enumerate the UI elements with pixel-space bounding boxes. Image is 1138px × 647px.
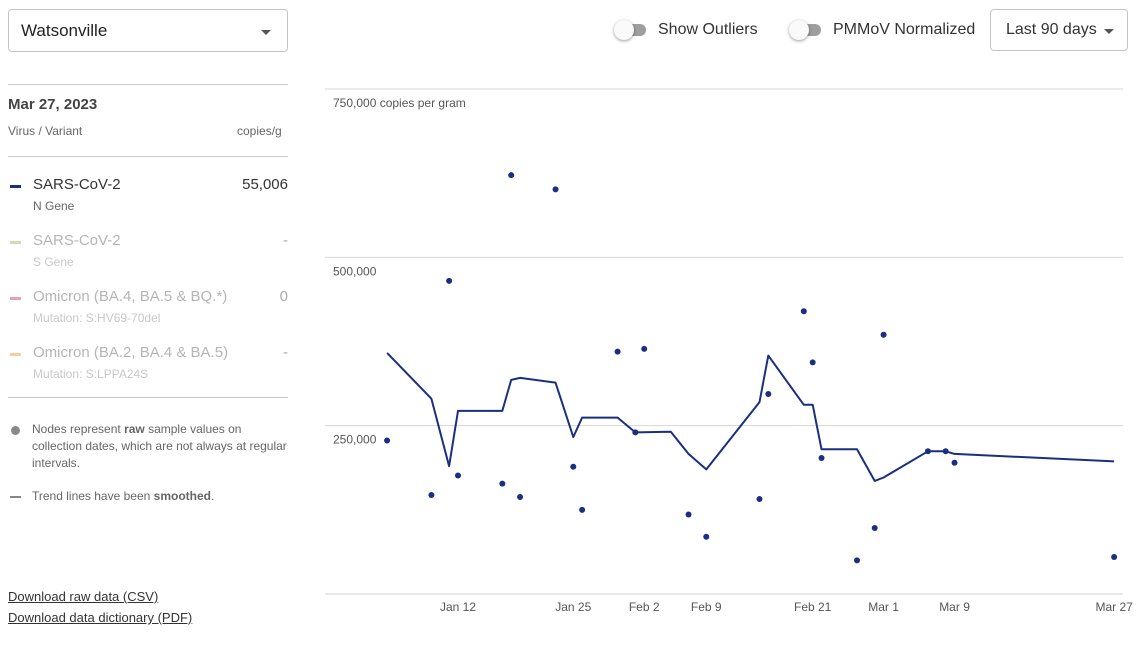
trend-note-text-end: . [210, 489, 215, 503]
selected-date: Mar 27, 2023 [8, 96, 98, 113]
x-tick-label: Feb 2 [629, 600, 660, 614]
data-point [517, 494, 524, 501]
data-point [756, 496, 763, 503]
x-tick-label: Mar 27 [1095, 600, 1133, 614]
variant-name: SARS-CoV-2 [33, 176, 121, 193]
variant-value: 55,006 [242, 176, 288, 193]
variant-gene: S Gene [33, 255, 74, 269]
data-point [446, 277, 453, 284]
x-tick-label: Mar 9 [939, 600, 970, 614]
site-select-value: Watsonville [21, 20, 108, 40]
chevron-down-icon [1104, 29, 1114, 34]
x-axis-labels: Jan 12 Jan 25 Feb 2 Feb 9 Feb 21 Mar 1 Mar 9 Ma… [440, 600, 1133, 614]
data-point [818, 454, 825, 461]
trend-note-text: Trend lines have been [32, 489, 154, 503]
variant-value: 0 [279, 288, 288, 305]
column-header-units: copies/g [237, 124, 282, 138]
y-tick-label: 500,000 [333, 264, 377, 278]
gridlines [325, 88, 1123, 595]
x-tick-label: Jan 25 [555, 600, 591, 614]
variant-value: - [283, 232, 288, 249]
trend-line-icon [10, 496, 21, 498]
nodes-note-text-end: sample values on collection dates, which… [32, 422, 287, 470]
divider [8, 397, 288, 398]
variant-mutation: Mutation: S:LPPA24S [33, 367, 149, 381]
series-swatch [10, 297, 21, 300]
variant-gene: N Gene [33, 199, 75, 213]
show-outliers-label: Show Outliers [658, 21, 758, 38]
toggle-track [614, 20, 646, 40]
pmmov-normalized-toggle[interactable]: PMMoV Normalized [789, 18, 976, 42]
data-point [641, 345, 648, 352]
data-point [508, 172, 515, 179]
data-point [924, 448, 931, 455]
variant-value: - [283, 344, 288, 361]
y-tick-label: 750,000 copies per gram [333, 96, 466, 110]
data-point [579, 506, 586, 513]
date-range-select[interactable]: Last 90 days [990, 9, 1128, 51]
divider [8, 84, 288, 85]
variant-name: Omicron (BA.4, BA.5 & BQ.*) [33, 288, 228, 305]
data-point [428, 492, 435, 499]
toggle-knob [789, 20, 809, 40]
series-swatch [10, 353, 21, 356]
data-point [942, 448, 949, 455]
download-dictionary-link[interactable]: Download data dictionary (PDF) [8, 610, 193, 625]
x-tick-label: Jan 12 [440, 600, 476, 614]
pmmov-normalized-label: PMMoV Normalized [833, 21, 976, 38]
variant-name: SARS-CoV-2 [33, 232, 121, 249]
column-header-virus: Virus / Variant [8, 124, 83, 138]
data-point [765, 391, 772, 398]
series-swatch [10, 241, 21, 244]
x-tick-label: Feb 9 [691, 600, 722, 614]
chevron-down-icon [261, 30, 271, 35]
data-point [614, 348, 621, 355]
variant-row-omicron-ba2-ba4-ba5[interactable]: Omicron (BA.2, BA.4 & BA.5) Mutation: S:… [8, 344, 288, 384]
y-axis-labels: 250,000 500,000 750,000 copies per gram [333, 96, 466, 447]
variant-row-omicron-ba4-ba5-bq[interactable]: Omicron (BA.4, BA.5 & BQ.*) Mutation: S:… [8, 288, 288, 328]
data-point [685, 511, 692, 518]
date-range-value: Last 90 days [1006, 21, 1097, 38]
trend-lines [386, 352, 1115, 482]
data-point [1111, 553, 1118, 560]
site-select[interactable]: Watsonville [8, 9, 288, 52]
nodes-note-emphasis: raw [124, 422, 145, 436]
data-point [632, 429, 639, 436]
variant-mutation: Mutation: S:HV69-70del [33, 311, 161, 325]
data-point [809, 359, 816, 366]
data-point [951, 459, 958, 466]
variant-row-sars-cov-2-s-gene[interactable]: SARS-CoV-2 S Gene - [8, 232, 288, 272]
data-point [800, 308, 807, 315]
show-outliers-toggle[interactable]: Show Outliers [614, 18, 758, 42]
trend-line [386, 352, 1115, 482]
variant-row-sars-cov-2-n-gene[interactable]: SARS-CoV-2 N Gene 55,006 [8, 176, 288, 216]
raw-sample-points [384, 172, 1118, 564]
divider [8, 156, 288, 157]
series-swatch [10, 185, 21, 188]
data-point [499, 480, 506, 487]
trend-note-emphasis: smoothed [153, 489, 211, 503]
trend-note: Trend lines have been smoothed. [8, 488, 288, 505]
x-tick-label: Feb 21 [794, 600, 832, 614]
toggle-track [789, 20, 821, 40]
download-csv-link[interactable]: Download raw data (CSV) [8, 589, 159, 604]
nodes-note: Nodes represent raw sample values on col… [8, 421, 288, 472]
data-point [880, 331, 887, 338]
data-point [871, 525, 878, 532]
data-point [384, 437, 391, 444]
data-point [552, 186, 559, 193]
data-point [854, 557, 860, 564]
data-point [703, 533, 710, 540]
x-tick-label: Mar 1 [868, 600, 899, 614]
nodes-note-text: Nodes represent [32, 422, 125, 436]
toggle-knob [614, 20, 634, 40]
data-point [455, 472, 461, 479]
node-dot-icon [11, 426, 20, 435]
data-point [570, 463, 577, 470]
y-tick-label: 250,000 [333, 433, 377, 447]
variant-name: Omicron (BA.2, BA.4 & BA.5) [33, 344, 229, 361]
